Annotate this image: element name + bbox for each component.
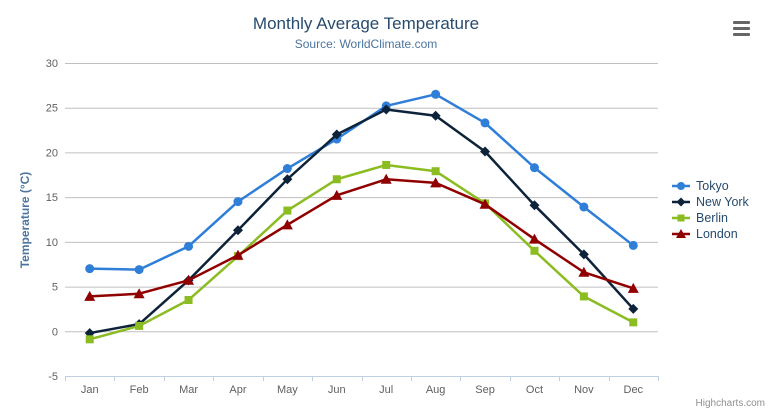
chart-subtitle: Source: WorldClimate.com: [294, 37, 438, 51]
data-point-berlin[interactable]: [579, 292, 588, 301]
data-point-berlin[interactable]: [332, 175, 341, 184]
x-axis-label: Feb: [130, 384, 149, 396]
data-point-tokyo[interactable]: [134, 265, 144, 275]
data-point-london[interactable]: [578, 266, 590, 277]
new-york-legend-marker: [672, 197, 690, 207]
y-axis-title: Temperature (°C): [18, 171, 32, 269]
data-point-tokyo[interactable]: [579, 202, 589, 212]
data-point-tokyo[interactable]: [282, 164, 292, 174]
data-point-new-york[interactable]: [282, 174, 293, 185]
data-point-tokyo[interactable]: [233, 197, 243, 207]
x-axis-label: May: [277, 384, 298, 396]
x-axis-label: Jun: [328, 384, 346, 396]
series-line-berlin: [88, 163, 635, 341]
x-axis-label: Nov: [574, 384, 594, 396]
data-point-tokyo[interactable]: [628, 240, 638, 250]
menu-bar: [733, 32, 750, 36]
x-axis-label: Aug: [426, 384, 446, 396]
y-axis-label: 15: [46, 192, 58, 204]
y-axis-label: 5: [52, 282, 58, 294]
series-line-new-york: [88, 108, 635, 335]
y-axis-label: 0: [52, 326, 58, 338]
data-point-tokyo[interactable]: [480, 118, 490, 128]
legend-label: New York: [696, 195, 749, 209]
data-point-berlin[interactable]: [283, 206, 292, 215]
data-point-london[interactable]: [627, 282, 639, 293]
tokyo-legend-marker: [672, 182, 690, 190]
data-point-tokyo[interactable]: [85, 264, 95, 274]
data-point-london[interactable]: [430, 177, 442, 188]
y-axis-label: 10: [46, 237, 58, 249]
data-point-berlin[interactable]: [382, 160, 391, 169]
x-axis-label: Jul: [379, 384, 393, 396]
data-point-london[interactable]: [84, 290, 96, 301]
data-point-london[interactable]: [528, 233, 540, 244]
y-axis-label: 20: [46, 147, 58, 159]
y-axis-label: -5: [48, 371, 58, 383]
data-point-tokyo[interactable]: [431, 89, 441, 99]
x-axis-label: Sep: [475, 384, 495, 396]
x-axis-label: Apr: [229, 384, 246, 396]
y-axis-label: 25: [46, 103, 58, 115]
data-point-london[interactable]: [281, 219, 293, 230]
london-legend-marker: [672, 229, 690, 238]
data-point-berlin[interactable]: [184, 295, 193, 304]
menu-bar: [733, 21, 750, 25]
data-point-tokyo[interactable]: [529, 163, 539, 173]
legend-item-berlin[interactable]: Berlin: [672, 210, 749, 226]
credits-link[interactable]: Highcharts.com: [695, 398, 765, 409]
data-point-new-york[interactable]: [232, 225, 243, 236]
legend: Tokyo New York Berlin London: [672, 178, 749, 242]
data-point-new-york[interactable]: [578, 249, 589, 260]
data-point-new-york[interactable]: [480, 146, 491, 157]
x-axis-label: Jan: [81, 384, 99, 396]
legend-item-london[interactable]: London: [672, 226, 749, 242]
data-point-london[interactable]: [380, 173, 392, 184]
data-point-berlin[interactable]: [629, 318, 638, 327]
data-point-london[interactable]: [331, 189, 343, 200]
data-point-new-york[interactable]: [430, 110, 441, 121]
data-point-london[interactable]: [183, 274, 195, 285]
data-point-new-york[interactable]: [331, 129, 342, 140]
data-point-berlin[interactable]: [135, 321, 144, 330]
x-axis-label: Oct: [526, 384, 543, 396]
data-point-berlin[interactable]: [85, 335, 94, 344]
series-line-tokyo: [88, 93, 635, 271]
data-point-tokyo[interactable]: [184, 241, 194, 251]
export-menu-icon[interactable]: [733, 21, 750, 36]
x-axis-label: Dec: [624, 384, 644, 396]
data-point-london[interactable]: [479, 198, 491, 209]
legend-item-new-york[interactable]: New York: [672, 194, 749, 210]
data-point-berlin[interactable]: [431, 167, 440, 176]
legend-label: Tokyo: [696, 179, 729, 193]
data-point-new-york[interactable]: [628, 303, 639, 314]
series-line-london: [88, 178, 635, 298]
y-axis-label: 30: [46, 58, 58, 70]
data-point-new-york[interactable]: [529, 200, 540, 211]
legend-item-tokyo[interactable]: Tokyo: [672, 178, 749, 194]
menu-bar: [733, 26, 750, 31]
berlin-legend-marker: [672, 214, 690, 222]
legend-label: Berlin: [696, 211, 728, 225]
chart-title: Monthly Average Temperature: [252, 14, 480, 33]
legend-label: London: [696, 227, 738, 241]
x-axis-label: Mar: [179, 384, 198, 396]
data-point-berlin[interactable]: [530, 246, 539, 255]
data-point-new-york[interactable]: [381, 104, 392, 115]
data-point-london[interactable]: [232, 249, 244, 260]
data-point-london[interactable]: [133, 288, 145, 299]
